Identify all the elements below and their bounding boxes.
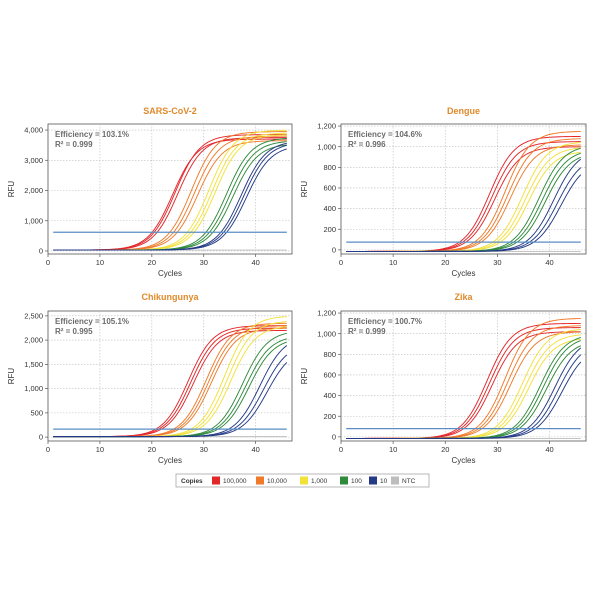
amplification-curves: [346, 318, 582, 439]
x-axis-label: Cycles: [158, 269, 182, 278]
legend-swatch: [369, 476, 377, 485]
y-tick-label: 3,000: [24, 156, 43, 165]
legend-swatch: [212, 476, 220, 485]
y-tick-label: 500: [30, 408, 43, 417]
chart-panel-2: 0 10 20 30 40 0 500 1,000 1,500 2,000 2,500 Chikung…: [7, 292, 293, 465]
efficiency-annotation: Efficiency = 105.1%: [55, 317, 129, 326]
plot-frame: [340, 123, 587, 255]
series-10-line: [53, 362, 288, 438]
y-tick-label: 600: [323, 371, 336, 380]
chart-title: Zika: [454, 292, 473, 302]
x-tick-label: 30: [493, 445, 501, 454]
chart-panel-3: 0 10 20 30 4002004006008001,0001,200ZikaCycl…: [300, 292, 587, 465]
y-axis-label: RFU: [300, 368, 309, 385]
y-tick-label: 2,000: [24, 336, 43, 345]
y-tick-label: 800: [323, 163, 336, 172]
y-tick-label: 0: [332, 432, 336, 441]
y-tick-label: 400: [323, 391, 336, 400]
y-tick-label: 400: [323, 204, 336, 213]
x-tick-label: 10: [96, 445, 104, 454]
chart-panel-1: 0 10 20 30 4002004006008001,0001,200DengueCy…: [300, 106, 587, 278]
y-tick-label: 1,000: [317, 329, 336, 338]
y-tick-label: 1,500: [24, 360, 43, 369]
legend-swatch: [256, 476, 264, 485]
x-tick-label: 40: [545, 258, 553, 267]
legend-label: 10: [380, 478, 388, 485]
x-tick-label: 30: [493, 258, 501, 267]
x-tick-label: 20: [148, 258, 156, 267]
y-tick-label: 0: [39, 433, 43, 442]
chart-title: Chikungunya: [141, 292, 199, 302]
x-axis-label: Cycles: [451, 269, 475, 278]
y-tick-label: 1,200: [317, 122, 336, 131]
y-tick-label: 200: [323, 225, 336, 234]
panels: 0 10 20 30 4001,0002,0003,0004,000SARS-CoV-2…: [7, 106, 587, 465]
series-10-line: [53, 148, 287, 251]
grid: [341, 311, 586, 441]
x-axis-label: Cycles: [158, 456, 182, 465]
x-axis-label: Cycles: [451, 456, 475, 465]
legend-label: 100,000: [223, 478, 247, 485]
y-tick-label: 600: [323, 184, 336, 193]
y-tick-label: 1,000: [24, 384, 43, 393]
chart-panel-0: 0 10 20 30 40 0 1,000 2,000 3,000 4,000 SARS-CoV-2…: [7, 106, 293, 278]
y-tick-label: 0: [332, 245, 336, 254]
x-tick-label: 0: [339, 258, 343, 267]
series-10-line: [346, 174, 582, 252]
grid: [48, 311, 292, 441]
x-tick-label: 10: [389, 445, 397, 454]
legend-label: 10,000: [267, 478, 287, 485]
chart-title: Dengue: [447, 106, 480, 116]
y-tick-label: 1,000: [24, 216, 43, 225]
x-tick-label: 20: [148, 445, 156, 454]
x-tick-label: 0: [339, 445, 343, 454]
efficiency-annotation: Efficiency = 104.6%: [348, 130, 422, 139]
legend-label: NTC: [402, 478, 416, 485]
y-tick-label: 2,000: [24, 186, 43, 195]
x-tick-label: 20: [441, 258, 449, 267]
y-axis-label: RFU: [300, 181, 309, 198]
grid: [341, 124, 586, 254]
amplification-curves: [53, 129, 287, 251]
x-tick-label: 0: [46, 445, 50, 454]
x-tick-label: 10: [389, 258, 397, 267]
x-tick-label: 40: [251, 258, 259, 267]
x-tick-label: 0: [46, 258, 50, 267]
r2-annotation: R² = 0.999: [55, 140, 93, 149]
efficiency-annotation: Efficiency = 103.1%: [55, 130, 129, 139]
y-tick-label: 200: [323, 412, 336, 421]
r2-annotation: R² = 0.995: [55, 327, 93, 336]
series-10-line: [346, 361, 582, 439]
chart-title: SARS-CoV-2: [143, 106, 197, 116]
y-tick-label: 1,200: [317, 309, 336, 318]
y-tick-label: 1,000: [317, 142, 336, 151]
y-tick-label: 4,000: [24, 126, 43, 135]
x-tick-label: 30: [200, 258, 208, 267]
legend-swatch: [340, 476, 348, 485]
efficiency-annotation: Efficiency = 100.7%: [348, 317, 422, 326]
legend-swatch: [300, 476, 308, 485]
legend-title: Copies: [181, 478, 203, 485]
r2-annotation: R² = 0.999: [348, 327, 386, 336]
x-tick-label: 40: [251, 445, 259, 454]
legend: Copies 100,000 10,000 1,000 100 10 NTC: [175, 473, 430, 488]
r2-annotation: R² = 0.996: [348, 140, 386, 149]
y-axis-label: RFU: [7, 368, 16, 385]
x-tick-label: 20: [441, 445, 449, 454]
amplification-curves: [53, 316, 288, 438]
x-tick-label: 10: [96, 258, 104, 267]
legend-swatch: [391, 476, 399, 485]
y-tick-label: 0: [39, 247, 43, 256]
amplification-curves: [346, 131, 582, 252]
legend-label: 1,000: [311, 478, 328, 485]
y-tick-label: 800: [323, 350, 336, 359]
x-tick-label: 30: [200, 445, 208, 454]
x-tick-label: 40: [545, 445, 553, 454]
legend-label: 100: [351, 478, 362, 485]
y-axis-label: RFU: [7, 181, 16, 198]
y-tick-label: 2,500: [24, 311, 43, 320]
